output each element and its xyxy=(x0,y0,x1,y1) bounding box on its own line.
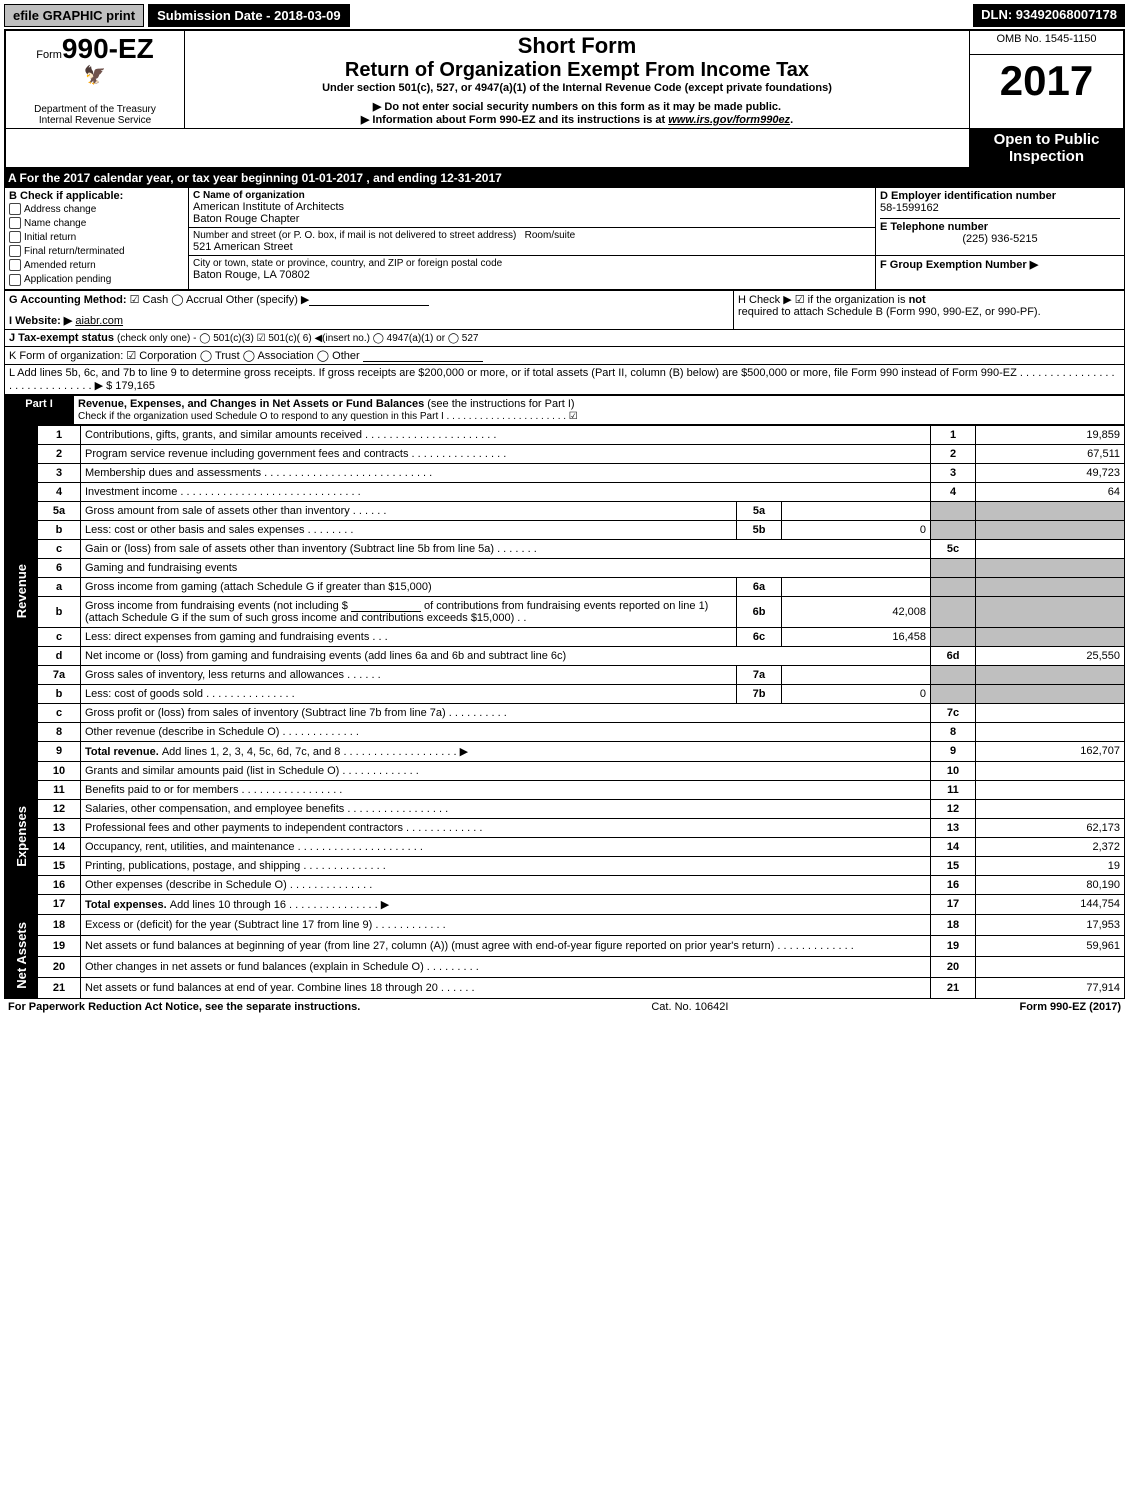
amt-21: 77,914 xyxy=(976,978,1125,999)
h-label: H Check ▶ ☑ if the organization is xyxy=(738,294,909,306)
g-options: ☑ Cash ◯ Accrual Other (specify) ▶ xyxy=(130,294,310,306)
form-number: 990-EZ xyxy=(62,33,154,64)
spacer xyxy=(354,4,974,27)
city-label: City or town, state or province, country… xyxy=(193,258,871,269)
checkbox-initial-return[interactable] xyxy=(9,231,21,243)
form-header: Form990-EZ 🦅 Department of the Treasury … xyxy=(4,29,1125,169)
checkbox-final-return[interactable] xyxy=(9,245,21,257)
lines-table: Revenue 1 Contributions, gifts, grants, … xyxy=(4,425,1125,1000)
amt-16: 80,190 xyxy=(976,875,1125,894)
part-i-title: Revenue, Expenses, and Changes in Net As… xyxy=(78,398,427,410)
val-7b: 0 xyxy=(782,684,931,703)
amt-6d: 25,550 xyxy=(976,646,1125,665)
val-6b: 42,008 xyxy=(782,596,931,627)
amt-3: 49,723 xyxy=(976,463,1125,482)
val-5a xyxy=(782,501,931,520)
city-value: Baton Rouge, LA 70802 xyxy=(193,269,871,281)
website-value: aiabr.com xyxy=(75,315,123,327)
vertical-netassets: Net Assets xyxy=(14,918,29,993)
room-label: Room/suite xyxy=(525,230,576,241)
main-title: Return of Organization Exempt From Incom… xyxy=(189,59,965,82)
checkbox-list: Address change Name change Initial retur… xyxy=(9,202,184,287)
efile-print-button[interactable]: efile GRAPHIC print xyxy=(4,4,144,27)
dln-label: DLN: 93492068007178 xyxy=(973,4,1125,27)
subtitle-ssn: ▶ Do not enter social security numbers o… xyxy=(189,100,965,113)
open-to-public: Open to Public Inspection xyxy=(970,129,1125,169)
checkbox-name-change[interactable] xyxy=(9,217,21,229)
street-value: 521 American Street xyxy=(193,241,871,253)
checkbox-address-change[interactable] xyxy=(9,203,21,215)
amt-14: 2,372 xyxy=(976,837,1125,856)
amt-1: 19,859 xyxy=(976,425,1125,444)
omb-number: OMB No. 1545-1150 xyxy=(970,30,1125,54)
amt-8 xyxy=(976,722,1125,741)
subtitle-info: ▶ Information about Form 990-EZ and its … xyxy=(189,113,965,126)
e-label: E Telephone number xyxy=(880,221,988,233)
val-6a xyxy=(782,577,931,596)
checkbox-amended[interactable] xyxy=(9,259,21,271)
val-7a xyxy=(782,665,931,684)
val-6c: 16,458 xyxy=(782,627,931,646)
amt-20 xyxy=(976,956,1125,977)
amt-11 xyxy=(976,780,1125,799)
subtitle-section: Under section 501(c), 527, or 4947(a)(1)… xyxy=(189,82,965,94)
part-i-check: Check if the organization used Schedule … xyxy=(78,411,578,422)
footer-cat: Cat. No. 10642I xyxy=(651,1001,728,1013)
amt-2: 67,511 xyxy=(976,444,1125,463)
street-label: Number and street (or P. O. box, if mail… xyxy=(193,230,516,241)
i-label: I Website: ▶ xyxy=(9,315,72,327)
dept-treasury: Department of the Treasury Internal Reve… xyxy=(10,104,180,126)
amt-10 xyxy=(976,761,1125,780)
amt-19: 59,961 xyxy=(976,935,1125,956)
l-amount: 179,165 xyxy=(115,380,155,392)
vertical-revenue: Revenue xyxy=(14,560,29,622)
vertical-expenses: Expenses xyxy=(14,802,29,871)
page-footer: For Paperwork Reduction Act Notice, see … xyxy=(4,999,1125,1015)
ghi-section: G Accounting Method: ☑ Cash ◯ Accrual Ot… xyxy=(4,290,1125,395)
form-prefix: Form xyxy=(36,49,62,61)
short-form-title: Short Form xyxy=(189,33,965,59)
h-rest: required to attach Schedule B (Form 990,… xyxy=(738,306,1120,318)
amt-4: 64 xyxy=(976,482,1125,501)
amt-18: 17,953 xyxy=(976,914,1125,935)
calendar-year-row: A For the 2017 calendar year, or tax yea… xyxy=(4,169,1125,187)
j-label: J Tax-exempt status xyxy=(9,332,114,344)
l-text: L Add lines 5b, 6c, and 7b to line 9 to … xyxy=(9,367,1115,392)
part-i-label: Part I xyxy=(5,395,74,424)
j-options: (check only one) - ◯ 501(c)(3) ☑ 501(c)(… xyxy=(117,333,478,344)
amt-5c xyxy=(976,539,1125,558)
footer-right: Form 990-EZ (2017) xyxy=(1019,1001,1121,1013)
val-5b: 0 xyxy=(782,520,931,539)
c-label: C Name of organization xyxy=(193,190,305,201)
top-bar: efile GRAPHIC print Submission Date - 20… xyxy=(4,4,1125,27)
irs-link[interactable]: www.irs.gov/form990ez xyxy=(668,114,790,126)
amt-17: 144,754 xyxy=(976,894,1125,914)
amt-9: 162,707 xyxy=(976,741,1125,761)
ein-value: 58-1599162 xyxy=(880,202,1120,214)
footer-left: For Paperwork Reduction Act Notice, see … xyxy=(8,1001,360,1013)
submission-date-button[interactable]: Submission Date - 2018-03-09 xyxy=(148,4,350,27)
k-row: K Form of organization: ☑ Corporation ◯ … xyxy=(9,350,360,362)
f-label: F Group Exemption Number ▶ xyxy=(880,259,1038,271)
amt-7c xyxy=(976,703,1125,722)
tax-year: 2017 xyxy=(970,54,1125,128)
irs-eagle-icon: 🦅 xyxy=(10,65,180,86)
org-name-2: Baton Rouge Chapter xyxy=(193,213,871,225)
amt-12 xyxy=(976,799,1125,818)
d-label: D Employer identification number xyxy=(880,190,1056,202)
checkbox-app-pending[interactable] xyxy=(9,274,21,286)
g-label: G Accounting Method: xyxy=(9,294,127,306)
org-info-table: B Check if applicable: Address change Na… xyxy=(4,187,1125,290)
amt-13: 62,173 xyxy=(976,818,1125,837)
phone-value: (225) 936-5215 xyxy=(880,233,1120,245)
section-b-title: B Check if applicable: xyxy=(9,190,184,202)
part-i-header: Part I Revenue, Expenses, and Changes in… xyxy=(4,395,1125,425)
amt-15: 19 xyxy=(976,856,1125,875)
org-name-1: American Institute of Architects xyxy=(193,201,871,213)
